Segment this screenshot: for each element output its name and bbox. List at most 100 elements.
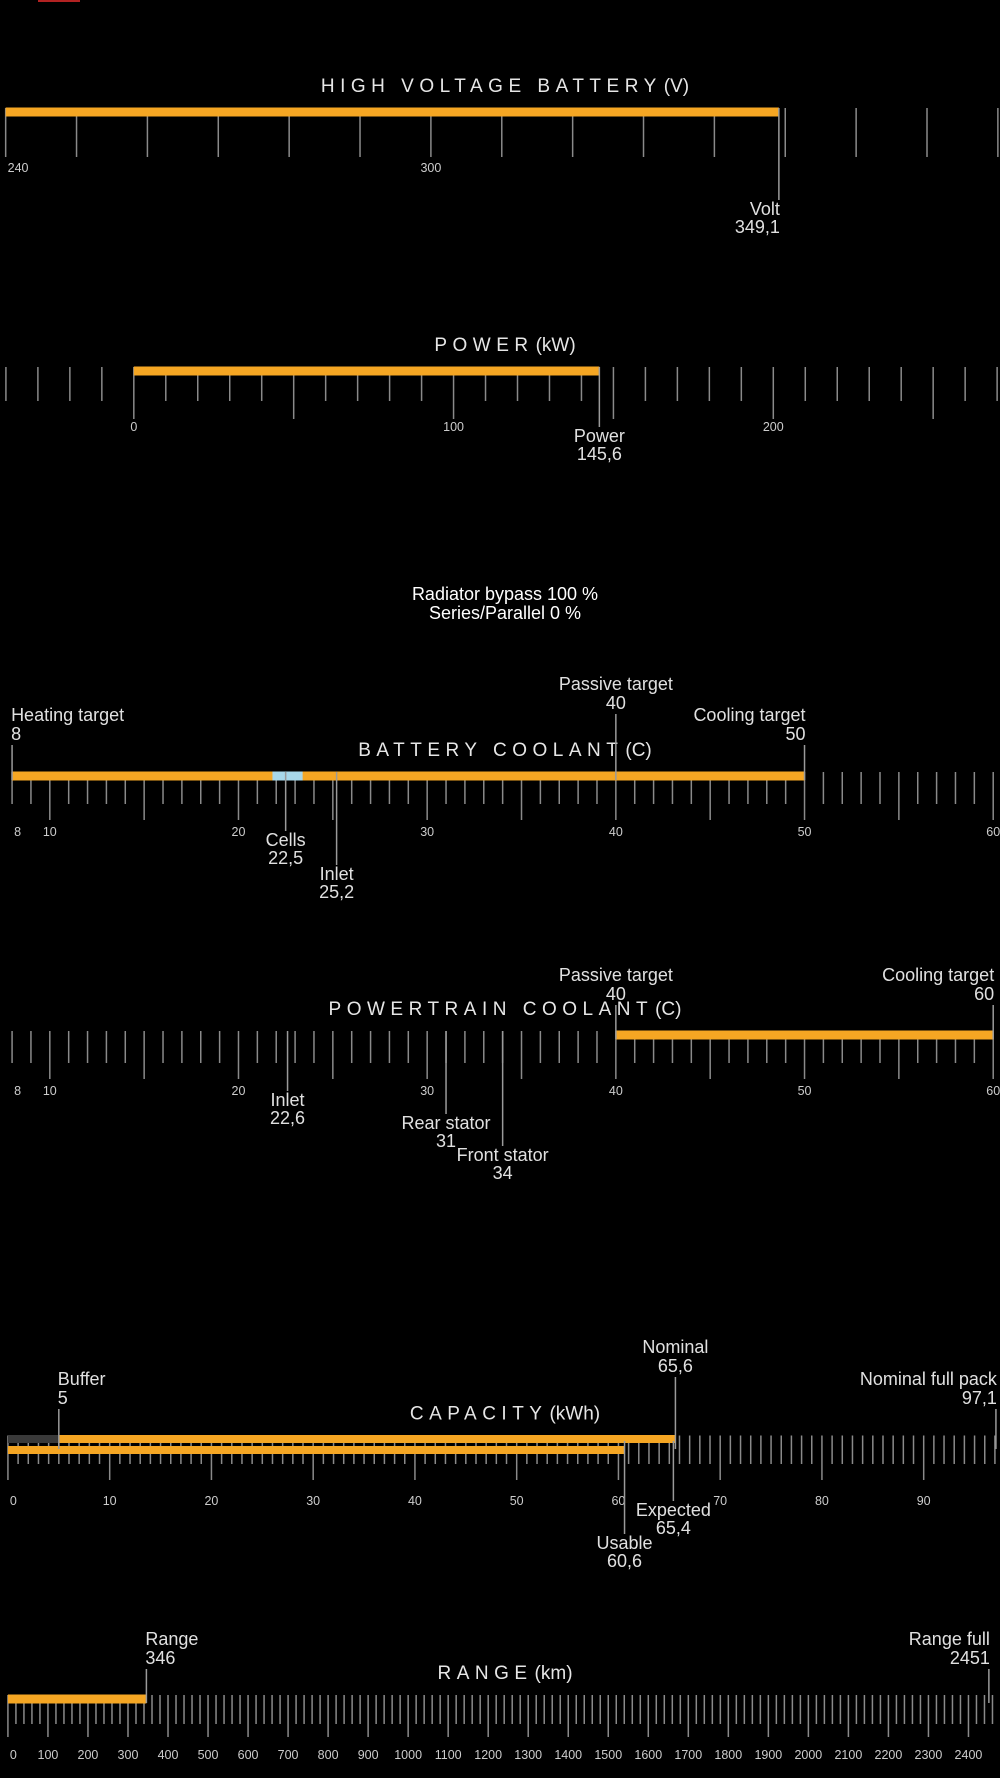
bar-segment xyxy=(7,1435,59,1443)
tick-label: 50 xyxy=(510,1494,524,1508)
tick-label: 30 xyxy=(420,1084,434,1098)
tick-label: 200 xyxy=(78,1748,99,1762)
tick-label: 100 xyxy=(443,420,464,434)
tick-label: 50 xyxy=(798,825,812,839)
gauge-title-text: BATTERY COOLANT xyxy=(358,740,623,761)
tick-label: 90 xyxy=(917,1494,931,1508)
gauge-title: POWERTRAIN COOLANT (C) xyxy=(329,999,682,1020)
tick-label: 0 xyxy=(10,1494,17,1508)
gauge-title-text: CAPACITY xyxy=(410,1404,548,1425)
marker-value: 60 xyxy=(974,984,994,1004)
marker-value: 22,5 xyxy=(268,848,303,868)
marker-name: Range full xyxy=(909,1629,990,1649)
tick-label: 1900 xyxy=(754,1748,782,1762)
marker-value: 60,6 xyxy=(607,1551,642,1571)
marker-value: 5 xyxy=(58,1388,68,1408)
tick-label: 1500 xyxy=(594,1748,622,1762)
tick-label: 1600 xyxy=(634,1748,662,1762)
marker-name: Inlet xyxy=(271,1090,305,1110)
tick-label: 30 xyxy=(306,1494,320,1508)
gauge-unit: (C) xyxy=(625,740,651,761)
gauge-title: RANGE (km) xyxy=(437,1663,572,1684)
tick-label: 8 xyxy=(14,1084,21,1098)
tick-label: 1700 xyxy=(674,1748,702,1762)
tick-label: 1200 xyxy=(474,1748,502,1762)
gauge-title: HIGH VOLTAGE BATTERY (V) xyxy=(321,76,689,97)
tick-label: 50 xyxy=(798,1084,812,1098)
tick-label: 600 xyxy=(238,1748,259,1762)
bar-segment xyxy=(615,1030,994,1040)
gauge-unit: (V) xyxy=(664,76,689,97)
marker-name: Buffer xyxy=(58,1369,106,1389)
marker-name: Nominal xyxy=(642,1337,708,1357)
bar-segment xyxy=(7,1446,625,1454)
tick-label: 0 xyxy=(130,420,137,434)
marker-name: Volt xyxy=(750,199,780,219)
tick-label: 10 xyxy=(103,1494,117,1508)
tick-label: 100 xyxy=(38,1748,59,1762)
marker-name: Passive target xyxy=(559,674,673,694)
gauge-unit: (kW) xyxy=(536,335,576,356)
tick-label: 40 xyxy=(408,1494,422,1508)
tick-label: 800 xyxy=(318,1748,339,1762)
bar-segment xyxy=(58,1435,676,1443)
tick-label: 700 xyxy=(278,1748,299,1762)
gauge-title-text: HIGH VOLTAGE BATTERY xyxy=(321,76,662,97)
tick-label: 0 xyxy=(10,1748,17,1762)
gauge-title-text: RANGE xyxy=(437,1663,532,1684)
tick-label: 300 xyxy=(118,1748,139,1762)
status-line: Series/Parallel 0 % xyxy=(429,603,581,623)
tick-label: 240 xyxy=(8,161,29,175)
marker-name: Power xyxy=(574,426,625,446)
tick-label: 10 xyxy=(43,825,57,839)
marker-value: 31 xyxy=(436,1131,456,1151)
tick-label: 60 xyxy=(611,1494,625,1508)
bar-segment xyxy=(5,107,779,117)
tick-label: 2200 xyxy=(875,1748,903,1762)
marker-name: Heating target xyxy=(11,705,124,725)
tick-label: 1100 xyxy=(435,1748,462,1762)
gauge-title-text: POWERTRAIN COOLANT xyxy=(329,999,654,1020)
marker-name: Range xyxy=(145,1629,198,1649)
tick-label: 20 xyxy=(232,1084,246,1098)
marker-value: 346 xyxy=(145,1648,175,1668)
tick-label: 70 xyxy=(713,1494,727,1508)
bar-segment xyxy=(133,366,600,376)
tick-label: 1800 xyxy=(714,1748,742,1762)
marker-value: 145,6 xyxy=(577,444,622,464)
gauge-title-text: POWER xyxy=(434,335,533,356)
marker-name: Passive target xyxy=(559,965,673,985)
marker-value: 22,6 xyxy=(270,1108,305,1128)
marker-value: 8 xyxy=(11,724,21,744)
marker-value: 65,4 xyxy=(656,1518,691,1538)
marker-value: 65,6 xyxy=(658,1356,693,1376)
tick-label: 2000 xyxy=(794,1748,822,1762)
gauge-unit: (km) xyxy=(535,1663,573,1684)
status-line: Radiator bypass 100 % xyxy=(412,584,598,604)
gauge-title: CAPACITY (kWh) xyxy=(410,1404,600,1425)
tick-label: 2300 xyxy=(915,1748,943,1762)
marker-value: 2451 xyxy=(950,1648,990,1668)
marker-name: Cells xyxy=(266,830,306,850)
marker-name: Expected xyxy=(636,1500,711,1520)
marker-value: 50 xyxy=(785,724,805,744)
tick-label: 2400 xyxy=(955,1748,983,1762)
marker-value: 349,1 xyxy=(735,217,780,237)
tick-label: 1000 xyxy=(394,1748,422,1762)
marker-value: 25,2 xyxy=(319,882,354,902)
tick-label: 300 xyxy=(420,161,441,175)
gauge-title: BATTERY COOLANT (C) xyxy=(358,740,652,761)
tick-label: 20 xyxy=(232,825,246,839)
tick-label: 200 xyxy=(763,420,784,434)
tick-label: 40 xyxy=(609,825,623,839)
marker-name: Inlet xyxy=(320,864,354,884)
tick-label: 10 xyxy=(43,1084,57,1098)
top-indicator xyxy=(38,0,80,2)
tick-label: 1300 xyxy=(514,1748,542,1762)
tick-label: 80 xyxy=(815,1494,829,1508)
tick-label: 60 xyxy=(986,1084,1000,1098)
marker-name: Cooling target xyxy=(693,705,805,725)
marker-value: 97,1 xyxy=(962,1388,997,1408)
